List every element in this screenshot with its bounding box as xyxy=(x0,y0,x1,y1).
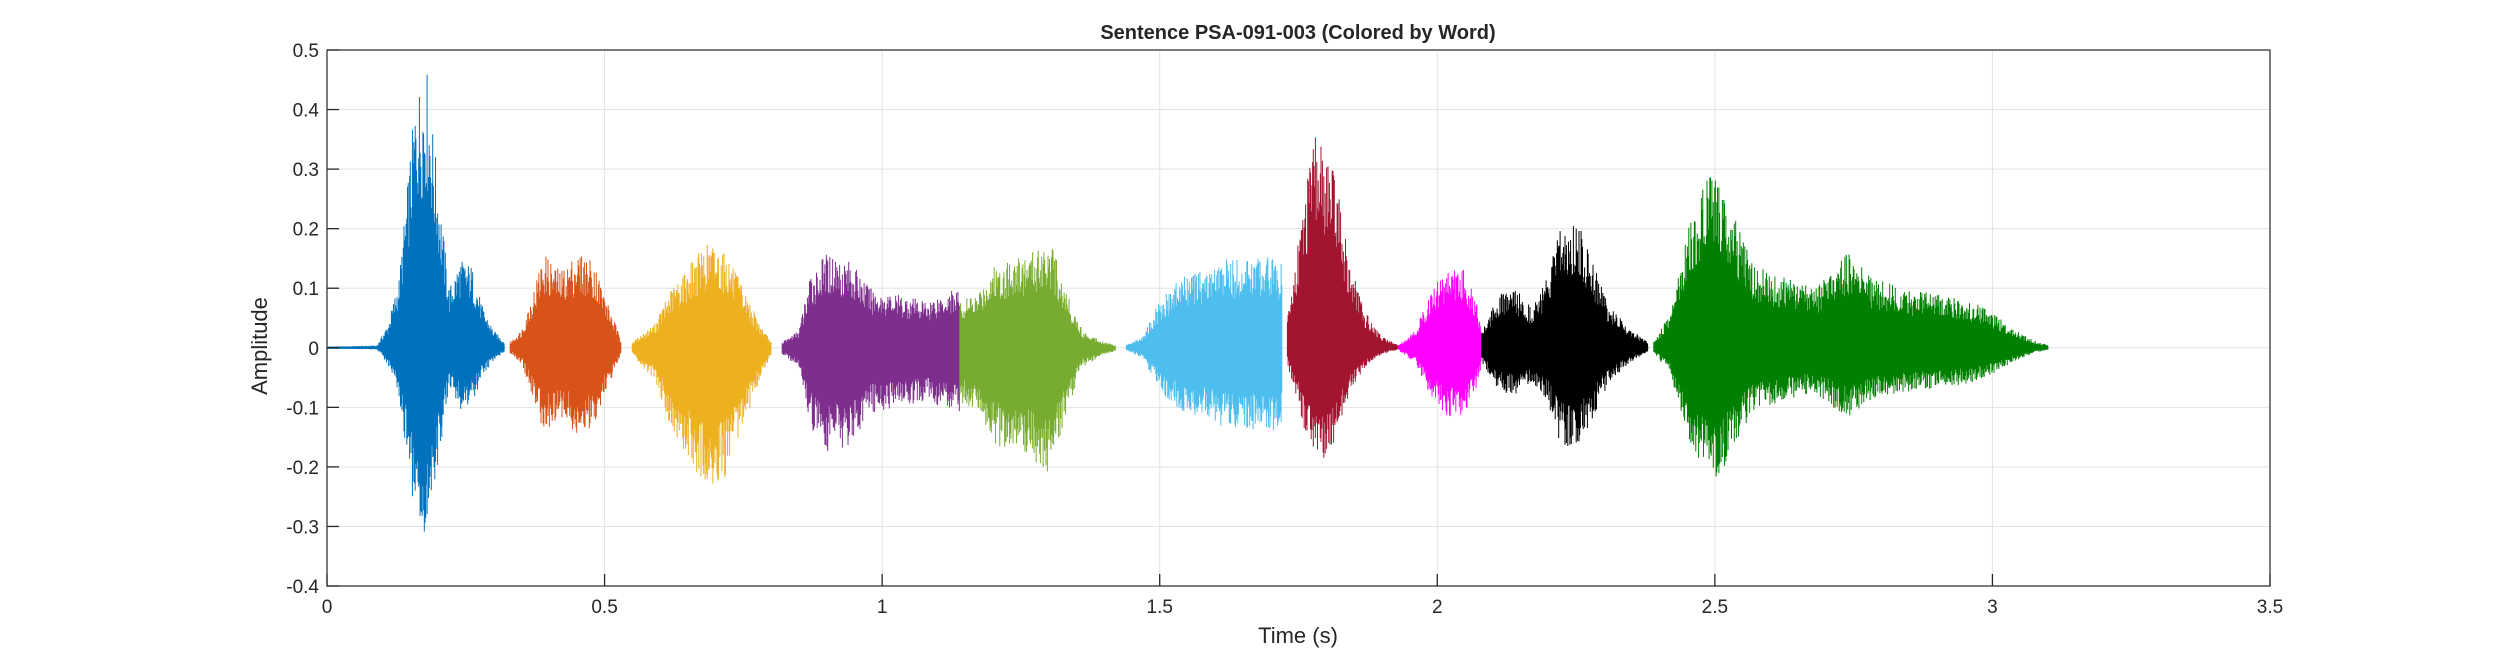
x-tick-label: 1 xyxy=(877,597,888,618)
x-tick-label: 2 xyxy=(1432,597,1443,618)
y-tick-label: -0.1 xyxy=(286,398,319,419)
word-waveform-5 xyxy=(959,248,1116,472)
x-tick-label: 0.5 xyxy=(591,597,617,618)
word-waveform-10 xyxy=(1653,177,2049,477)
x-tick-label: 0 xyxy=(322,597,333,618)
y-ticks: -0.4 -0.3 -0.2 -0.1 0 0.1 0.2 0.3 0.4 0.5 xyxy=(286,41,339,598)
x-tick-label: 3.5 xyxy=(2257,597,2283,618)
chart-title: Sentence PSA-091-003 (Colored by Word) xyxy=(1100,22,1495,44)
y-tick-label: 0.2 xyxy=(293,220,319,241)
axes xyxy=(326,49,2271,587)
x-ticks: 0 0.5 1 1.5 2 2.5 3 3.5 xyxy=(322,574,2283,618)
y-tick-label: 0.3 xyxy=(293,160,319,181)
y-axis-label: Amplitude xyxy=(247,297,272,395)
plot-frame xyxy=(326,49,2271,587)
y-tick-label: 0.4 xyxy=(293,101,320,122)
y-tick-label: 0.1 xyxy=(293,279,319,300)
word-waveform-4 xyxy=(781,254,960,451)
x-tick-label: 1.5 xyxy=(1147,597,1173,618)
y-tick-label: 0 xyxy=(308,339,319,360)
x-tick-label: 3 xyxy=(1987,597,1998,618)
series-layer xyxy=(326,74,2049,532)
y-tick-label: -0.3 xyxy=(286,517,319,538)
word-waveform-8 xyxy=(1397,269,1482,417)
word-waveform-9 xyxy=(1481,226,1649,447)
x-axis-label: Time (s) xyxy=(1258,623,1338,648)
word-waveform-7 xyxy=(1286,137,1399,458)
x-tick-label: 2.5 xyxy=(1702,597,1728,618)
y-tick-label: 0.5 xyxy=(293,41,319,62)
word-waveform-1 xyxy=(326,74,505,532)
y-tick-label: -0.2 xyxy=(286,458,319,479)
word-waveform-3 xyxy=(631,244,772,484)
word-waveform-6 xyxy=(1125,257,1283,431)
y-tick-label: -0.4 xyxy=(286,577,319,598)
